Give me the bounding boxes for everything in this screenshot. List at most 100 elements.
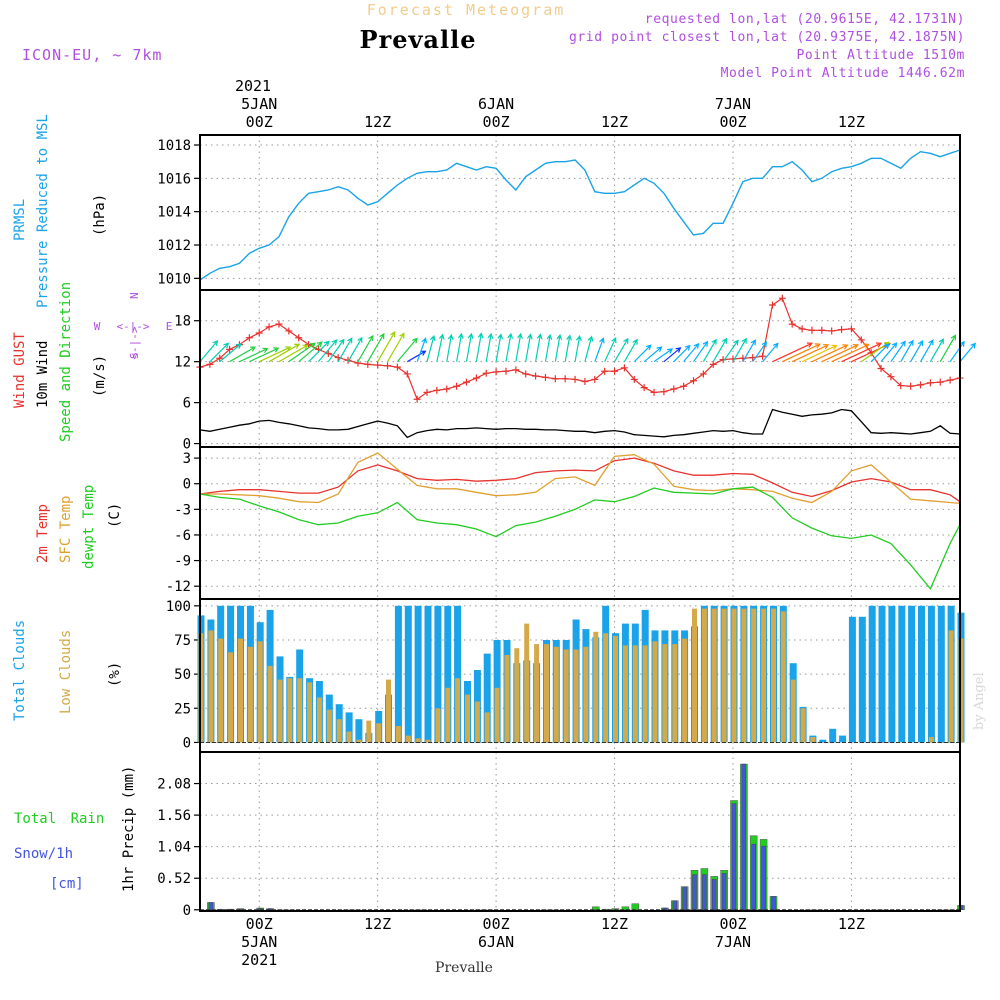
total-clouds-bar [908, 605, 916, 743]
wind-direction-arrow [890, 340, 906, 363]
low-clouds-bar [514, 648, 520, 743]
gust-point [808, 326, 816, 334]
y-tick-label: 0 [183, 437, 191, 453]
page-title: Prevalle [360, 25, 477, 54]
gust-point [275, 320, 283, 328]
low-clouds-bar [228, 652, 234, 743]
wind-direction-arrow [841, 342, 883, 363]
low-clouds-bar [346, 731, 352, 743]
bottom-hour-label: 00Z [719, 915, 746, 933]
low-clouds-bar [711, 608, 717, 743]
bottom-year-label: 2021 [241, 951, 277, 969]
total-clouds-bar [345, 712, 353, 743]
y-tick-label: -6 [174, 528, 191, 544]
gust-point [857, 336, 865, 344]
temp2m-series-line [199, 457, 961, 503]
wind-direction-arrow [929, 338, 944, 362]
snow-bar [702, 874, 707, 911]
top-date-label: 6JAN [478, 95, 514, 113]
total-clouds-bar [858, 616, 866, 743]
gust-point [719, 356, 727, 364]
wind-direction-arrow [396, 337, 418, 363]
top-hour-label: 12Z [838, 113, 865, 131]
low-clouds-bar [376, 723, 382, 743]
low-clouds-bar [474, 701, 480, 743]
low-clouds-bar [563, 649, 569, 743]
low-clouds-bar [721, 608, 727, 743]
wind-direction-arrow [327, 338, 345, 363]
gust-point [512, 366, 520, 374]
wind-direction-arrow [406, 350, 427, 363]
wind-direction-arrow [752, 341, 768, 363]
gust-point [423, 388, 431, 396]
gust-point [226, 345, 234, 353]
snow-bar [751, 843, 756, 910]
bottom-hour-label: 00Z [246, 915, 273, 933]
snow-bar [731, 803, 737, 911]
low-clouds-bar [415, 738, 421, 743]
low-clouds-bar [395, 726, 401, 743]
gust-point [917, 381, 925, 389]
wind-direction-arrow [456, 332, 464, 362]
gust-point [561, 375, 569, 383]
low-clouds-bar [593, 631, 599, 743]
bottom-hour-label: 00Z [483, 915, 510, 933]
wind-direction-arrow [357, 334, 374, 362]
bottom-date-label: 7JAN [715, 933, 751, 951]
total-clouds-bar [424, 605, 432, 743]
point-altitude: Point Altitude 1510m [796, 48, 965, 63]
total-clouds-bar [878, 605, 886, 743]
wind-direction-arrow [525, 333, 533, 362]
subtitle: Forecast Meteogram [367, 1, 566, 19]
low-clouds-bar [642, 645, 648, 743]
y-tick-label: 25 [174, 701, 191, 717]
low-clouds-bar [928, 737, 934, 743]
gust-point [364, 360, 372, 368]
low-clouds-bar [810, 737, 816, 743]
total-clouds-bar [829, 728, 837, 743]
snow-bar [672, 900, 678, 911]
wind10m-series-line [199, 408, 961, 439]
snow-label: Snow/1h [14, 846, 73, 862]
wind-direction-arrow [278, 344, 309, 363]
total-clouds-bar [819, 739, 827, 743]
total-clouds-label: Total Clouds [12, 620, 28, 721]
c-unit-label: (C) [107, 503, 123, 528]
low-clouds-bar [316, 697, 322, 743]
gust-point [591, 375, 599, 383]
y-tick-label: 6 [183, 396, 191, 412]
wind-direction-arrow [298, 341, 323, 363]
gust-point [660, 388, 668, 396]
wind-direction-arrow [219, 343, 242, 363]
gust-point [551, 375, 559, 383]
pressure-label: Pressure Reduced to MSL [35, 114, 51, 308]
wind-direction-arrow [633, 344, 652, 363]
snow-bar [711, 879, 717, 910]
wind-direction-arrow [436, 333, 445, 362]
snow-bar [761, 845, 766, 911]
top-hour-label: 00Z [483, 113, 510, 131]
temp2m-label: 2m Temp [35, 504, 51, 563]
gust-point [393, 363, 401, 371]
wind-direction-arrow [308, 340, 330, 363]
wind-direction-arrow [949, 340, 965, 363]
low-clouds-bar [524, 623, 530, 743]
wind-direction-arrow [614, 337, 629, 362]
y-tick-label: 0 [183, 735, 191, 751]
wind-direction-arrow [722, 339, 739, 363]
bottom-hour-label: 12Z [838, 915, 865, 933]
sfc-temp-series-line [200, 452, 961, 505]
total-clouds-bar [918, 605, 925, 743]
gust-point [670, 385, 678, 393]
y-tick-label: -12 [166, 579, 191, 595]
low-clouds-bar [455, 678, 461, 743]
y-tick-label: -3 [174, 502, 191, 518]
total-clouds-bar [434, 605, 442, 743]
wind-direction-arrow [772, 342, 814, 363]
model-altitude: Model Point Altitude 1446.62m [721, 66, 965, 81]
top-hour-label: 12Z [601, 113, 628, 131]
gust-point [472, 374, 480, 382]
y-tick-label: 75 [174, 633, 191, 649]
speed-direction-label: Speed and Direction [58, 282, 74, 442]
gust-point [216, 354, 224, 362]
